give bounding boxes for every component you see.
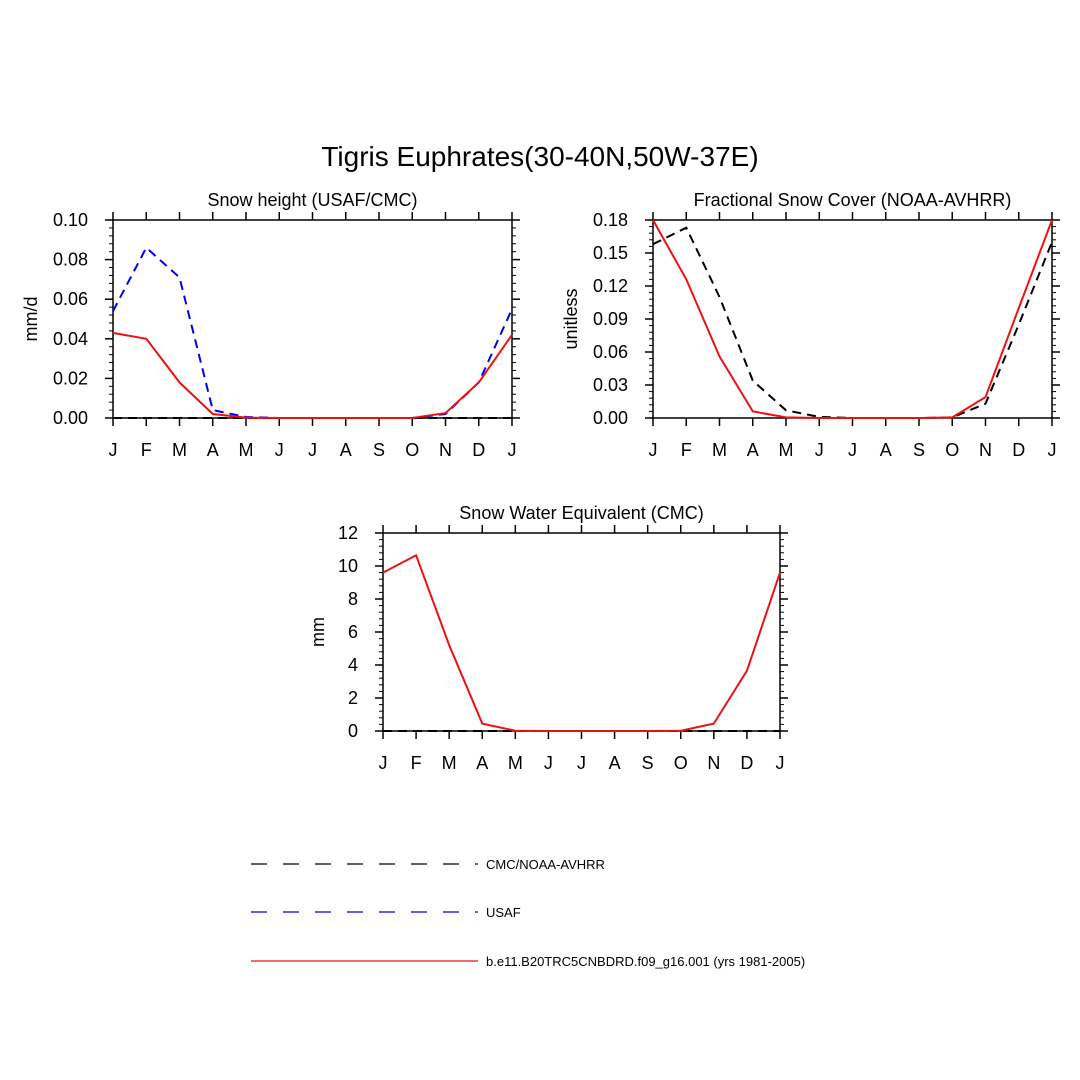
- y-tick-label: 0.00: [593, 408, 628, 428]
- x-tick-label: M: [712, 440, 727, 460]
- y-tick-label: 6: [348, 622, 358, 642]
- plot-frame: [382, 532, 781, 732]
- y-tick-label: 0.18: [593, 210, 628, 230]
- y-tick-label: 12: [338, 523, 358, 543]
- x-tick-label: J: [649, 440, 658, 460]
- x-tick-label: M: [779, 440, 794, 460]
- x-tick-label: S: [373, 440, 385, 460]
- x-tick-label: F: [141, 440, 152, 460]
- x-tick-label: S: [913, 440, 925, 460]
- panel-title: Snow height (USAF/CMC): [207, 190, 417, 210]
- series-line-2: USAF: [112, 246, 513, 419]
- panels: Snow height (USAF/CMC)mm/dJ F M A M J J A S O N D J0…: [21, 190, 1060, 773]
- x-tick-label: D: [740, 753, 753, 773]
- x-tick-label: J: [577, 753, 586, 773]
- x-tick-label: O: [674, 753, 688, 773]
- x-tick-label: J: [379, 753, 388, 773]
- y-tick-label: 4: [348, 655, 358, 675]
- y-tick-label: 0.04: [53, 329, 88, 349]
- x-tick-label: A: [747, 440, 759, 460]
- x-tick-label: J: [848, 440, 857, 460]
- chart-panel-3: Snow Water Equivalent (CMC)mmJ F M A M J J A S O N…: [308, 503, 788, 773]
- legend-label-3: b.e11.B20TRC5CNBDRD.f09_g16.001 (yrs 198…: [486, 954, 805, 969]
- x-tick-label: O: [405, 440, 419, 460]
- legend-label-2: USAF: [486, 905, 521, 920]
- x-tick-label: M: [239, 440, 254, 460]
- x-tick-label: N: [979, 440, 992, 460]
- x-tick-label: M: [508, 753, 523, 773]
- x-tick-label: A: [880, 440, 892, 460]
- y-tick-label: 0.15: [593, 243, 628, 263]
- y-tick-label: 0.03: [593, 375, 628, 395]
- x-tick-label: A: [609, 753, 621, 773]
- x-tick-label: F: [681, 440, 692, 460]
- y-tick-label: 0.02: [53, 368, 88, 388]
- x-tick-label: J: [815, 440, 824, 460]
- x-tick-label: J: [109, 440, 118, 460]
- chart-panel-2: Fractional Snow Cover (NOAA-AVHRR) unitle…: [561, 190, 1060, 460]
- y-axis-label: mm/d: [21, 297, 41, 342]
- x-tick-label: J: [776, 753, 785, 773]
- y-tick-label: 10: [338, 556, 358, 576]
- series-line-3: b.e11.B20TRC5CNBDRD.f09_g16.001 (yrs 198…: [112, 331, 513, 419]
- x-tick-label: N: [439, 440, 452, 460]
- x-tick-label: D: [1012, 440, 1025, 460]
- x-tick-label: J: [1048, 440, 1057, 460]
- y-tick-label: 2: [348, 688, 358, 708]
- x-tick-label: J: [508, 440, 517, 460]
- legend-label-1: CMC/NOAA-AVHRR: [486, 857, 605, 872]
- x-tick-label: J: [275, 440, 284, 460]
- x-tick-label: M: [442, 753, 457, 773]
- y-tick-label: 0.08: [53, 250, 88, 270]
- panel-title: Fractional Snow Cover (NOAA-AVHRR): [694, 190, 1012, 210]
- figure-title: Tigris Euphrates(30-40N,50W-37E): [321, 141, 758, 172]
- y-tick-label: 0: [348, 721, 358, 741]
- x-tick-label: A: [340, 440, 352, 460]
- x-tick-label: A: [207, 440, 219, 460]
- y-tick-label: 0.09: [593, 309, 628, 329]
- x-tick-label: N: [707, 753, 720, 773]
- chart-panel-1: Snow height (USAF/CMC)mm/dJ F M A M J J A S O N D J0…: [21, 190, 520, 460]
- series-line-2: b.e11.B20TRC5CNBDRD.f09_g16.001 (yrs 198…: [652, 219, 1053, 419]
- y-axis-label: mm: [308, 617, 328, 647]
- y-tick-label: 0.06: [593, 342, 628, 362]
- y-tick-label: 8: [348, 589, 358, 609]
- x-tick-label: M: [172, 440, 187, 460]
- y-tick-label: 0.00: [53, 408, 88, 428]
- x-tick-label: J: [544, 753, 553, 773]
- y-tick-label: 0.06: [53, 289, 88, 309]
- plot-frame: [112, 219, 513, 419]
- x-tick-label: A: [476, 753, 488, 773]
- panel-title: Snow Water Equivalent (CMC): [459, 503, 703, 523]
- y-tick-label: 0.10: [53, 210, 88, 230]
- legend: CMC/NOAA-AVHRR USAF b.e11.B20TRC5CNBDRD.f0…: [251, 857, 805, 969]
- y-axis-label: unitless: [561, 288, 581, 349]
- x-tick-label: F: [411, 753, 422, 773]
- x-tick-label: O: [945, 440, 959, 460]
- series-line-1: CMC/NOAA-AVHRR: [652, 226, 1053, 419]
- x-tick-label: J: [308, 440, 317, 460]
- y-tick-label: 0.12: [593, 276, 628, 296]
- x-tick-label: S: [642, 753, 654, 773]
- series-line-2: b.e11.B20TRC5CNBDRD.f09_g16.001 (yrs 198…: [382, 553, 781, 732]
- x-tick-label: D: [472, 440, 485, 460]
